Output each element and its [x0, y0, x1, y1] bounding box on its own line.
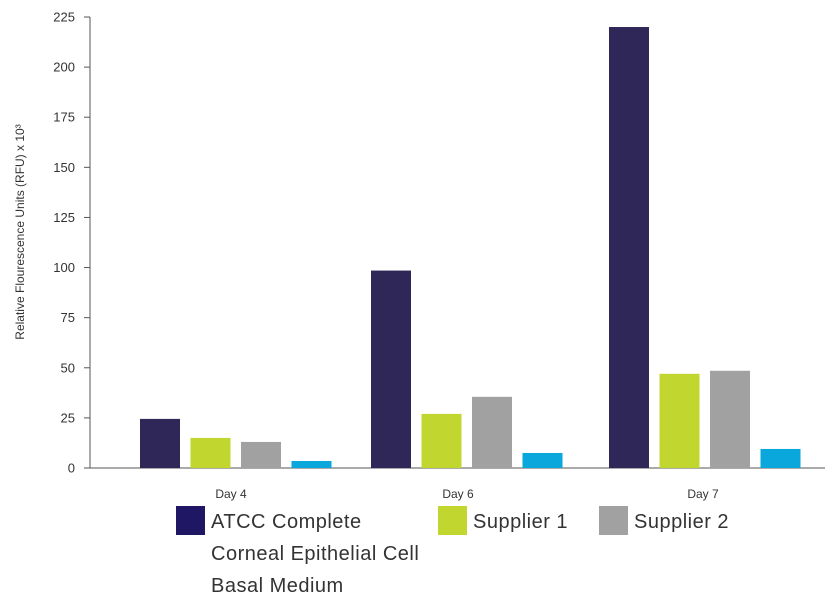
bar-day-4-series-3	[241, 441, 281, 468]
bar-day-4-series-4	[291, 460, 332, 468]
x-tick-label: Day 7	[687, 487, 719, 501]
legend-item-supplier-2: Supplier 2	[599, 506, 729, 538]
legend: ATCC Complete Corneal Epithelial Cell Ba…	[176, 506, 776, 602]
bar-day-6-series-2	[421, 413, 462, 468]
y-tick-label: 175	[53, 110, 75, 125]
bar-day-7-series-2	[659, 373, 700, 468]
y-tick-label: 200	[53, 60, 75, 75]
legend-item-supplier-1: Supplier 1	[438, 506, 568, 538]
legend-swatch-atcc	[176, 506, 205, 535]
bar-day-7-series-4	[760, 448, 801, 468]
bar-day-4-series-1	[140, 418, 180, 468]
legend-swatch-supplier-1	[438, 506, 467, 535]
y-tick-label: 100	[53, 260, 75, 275]
legend-label-supplier-2: Supplier 2	[634, 511, 730, 533]
y-axis: 0 25 50 75 100 125 150 175 200 225	[53, 10, 91, 476]
bar-day-7-series-3	[710, 370, 750, 468]
y-tick-label: 0	[68, 461, 75, 476]
y-tick-label: 125	[53, 210, 75, 225]
y-axis-title: Relative Flourescence Units (RFU) x 10³	[13, 124, 27, 339]
x-tick-label: Day 4	[215, 487, 247, 501]
y-tick-label: 75	[61, 310, 75, 325]
y-tick-label: 50	[61, 360, 75, 375]
y-tick-label: 150	[53, 160, 75, 175]
y-tick-label: 25	[61, 410, 75, 425]
legend-swatch-supplier-2	[599, 506, 628, 535]
x-tick-labels: Day 4 Day 6 Day 7	[215, 487, 719, 501]
legend-label-supplier-1: Supplier 1	[473, 511, 569, 533]
bar-day-6-series-1	[371, 270, 411, 468]
bar-day-6-series-3	[472, 396, 512, 468]
x-tick-label: Day 6	[442, 487, 474, 501]
legend-label-atcc: ATCC Complete Corneal Epithelial Cell Ba…	[211, 511, 420, 597]
bar-day-7-series-1	[609, 27, 649, 469]
legend-item-atcc: ATCC Complete Corneal Epithelial Cell Ba…	[176, 506, 421, 602]
bar-day-6-series-4	[522, 452, 563, 468]
y-tick-label: 225	[53, 10, 75, 25]
bars	[140, 27, 801, 469]
bar-day-4-series-2	[190, 437, 231, 468]
